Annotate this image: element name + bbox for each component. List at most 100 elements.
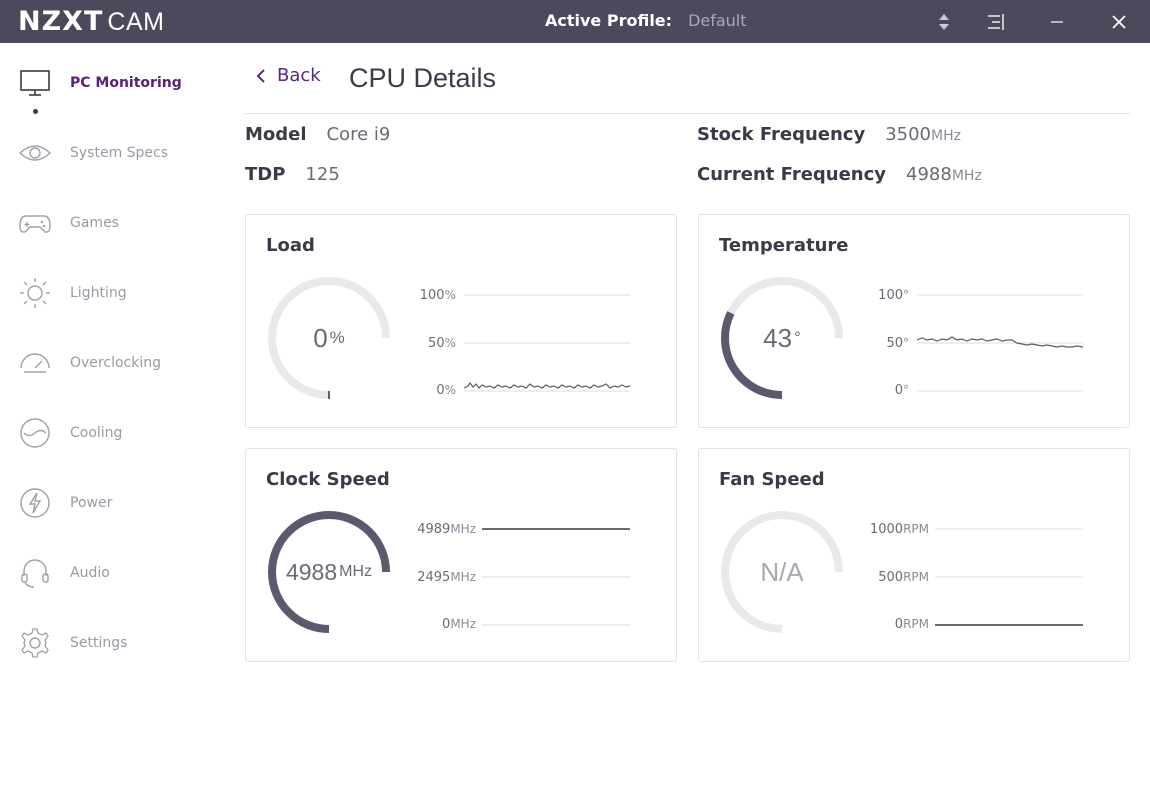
sidebar-item-power[interactable]: Power	[0, 473, 225, 533]
sidebar-item-lighting[interactable]: Lighting	[0, 263, 225, 323]
back-label: Back	[277, 65, 321, 86]
spec-value: 125	[305, 164, 340, 185]
gauge-number: N/A	[760, 556, 804, 587]
gauge-number: 4988	[285, 558, 338, 585]
spec-label: Model	[245, 124, 307, 145]
sidebar-item-games[interactable]: Games	[0, 193, 225, 253]
y-tick-bottom: 0MHz	[442, 617, 476, 632]
clock-speed-gauge	[268, 511, 390, 633]
temperature-gauge	[721, 277, 843, 399]
brand-main: NZXT	[18, 6, 104, 37]
y-tick-bottom: 0%	[436, 383, 456, 398]
gamepad-icon	[19, 215, 51, 233]
card-title: Fan Speed	[719, 469, 825, 490]
spec-model: Model Core i9	[245, 124, 390, 145]
fan-speed-graph	[935, 528, 1083, 626]
sidebar: PC Monitoring System Specs Games Lightin…	[0, 43, 225, 800]
sidebar-item-label: Overclocking	[70, 355, 161, 371]
y-tick-mid: 50°	[886, 336, 909, 351]
fan-speed-card: Fan Speed N/A 1000RPM 500RPM 0RPM	[698, 448, 1130, 662]
sidebar-item-label: Lighting	[70, 285, 127, 301]
temperature-graph	[917, 294, 1083, 392]
y-tick-top: 100%	[419, 288, 456, 303]
menu-icon[interactable]	[981, 8, 1009, 36]
gauge-value: N/A	[717, 507, 847, 637]
profile-value: Default	[688, 11, 747, 30]
speedometer-icon	[20, 353, 50, 373]
lightning-icon	[20, 488, 50, 518]
back-button[interactable]: Back	[255, 65, 321, 86]
gauge-value: 0%	[264, 273, 394, 403]
gauge-value: 4988 MHz	[264, 507, 394, 637]
spec-value: 3500	[885, 124, 932, 145]
spec-stock-frequency: Stock Frequency 3500 MHz	[697, 124, 961, 145]
load-graph	[464, 294, 630, 392]
close-icon[interactable]	[1105, 8, 1133, 36]
headset-icon	[21, 559, 49, 588]
gauge-unit: MHz	[339, 563, 373, 580]
gauge-unit: %	[329, 328, 345, 347]
brand-sub: CAM	[107, 8, 165, 36]
spec-value: 4988	[906, 164, 952, 185]
sidebar-item-label: Settings	[70, 635, 128, 651]
sun-icon	[20, 278, 50, 308]
spec-unit: MHz	[931, 128, 961, 144]
spec-current-frequency: Current Frequency 4988 MHz	[697, 164, 982, 185]
active-indicator	[33, 109, 38, 114]
app-logo: NZXT CAM	[18, 6, 164, 38]
spec-label: TDP	[245, 164, 286, 185]
sidebar-item-settings[interactable]: Settings	[0, 613, 225, 673]
spec-tdp: TDP 125	[245, 164, 340, 185]
eye-icon	[18, 145, 52, 161]
clock-speed-card: Clock Speed 4988 MHz 4989MHz 2495MHz 0MHz	[245, 448, 677, 662]
sidebar-item-label: Audio	[70, 565, 110, 581]
sidebar-item-label: Games	[70, 215, 119, 231]
y-tick-bottom: 0RPM	[894, 617, 929, 632]
gauge-fill	[721, 311, 783, 399]
spec-label: Current Frequency	[697, 164, 887, 185]
card-title: Clock Speed	[266, 469, 390, 490]
y-tick-bottom: 0°	[894, 383, 909, 398]
clock-speed-graph	[482, 528, 630, 626]
gauge-number: 0	[313, 322, 328, 353]
y-tick-top: 4989MHz	[417, 522, 476, 537]
spec-value: Core i9	[326, 124, 391, 145]
sidebar-item-system-specs[interactable]: System Specs	[0, 123, 225, 183]
gauge-unit: °	[794, 328, 801, 347]
sidebar-item-label: System Specs	[70, 145, 169, 161]
temperature-series-line	[917, 336, 1083, 348]
y-tick-mid: 50%	[428, 336, 456, 351]
sidebar-item-cooling[interactable]: Cooling	[0, 403, 225, 463]
page-header: Back CPU Details	[245, 43, 1130, 114]
spec-unit: MHz	[951, 168, 982, 184]
gauge-number: 43	[763, 322, 793, 353]
gauge-value: 43 °	[717, 273, 847, 403]
profile-switch-icon[interactable]	[930, 8, 958, 36]
gauge-track	[268, 277, 390, 399]
y-tick-mid: 500RPM	[878, 570, 929, 585]
gauge-fill	[268, 511, 390, 633]
y-tick-mid: 2495MHz	[417, 570, 476, 585]
monitor-icon	[20, 70, 50, 96]
sidebar-item-label: PC Monitoring	[70, 75, 182, 91]
page-title: CPU Details	[349, 63, 497, 93]
active-profile[interactable]: Active Profile: Default	[545, 11, 747, 30]
profile-label: Active Profile:	[545, 11, 673, 30]
load-card: Load 0% 100% 50% 0%	[245, 214, 677, 428]
temperature-card: Temperature 43 ° 100° 50° 0°	[698, 214, 1130, 428]
load-series-line	[464, 381, 630, 389]
cooling-icon	[20, 418, 50, 448]
sidebar-item-overclocking[interactable]: Overclocking	[0, 333, 225, 393]
chevron-left-icon	[256, 68, 265, 83]
gauge-track	[721, 511, 843, 633]
spec-label: Stock Frequency	[697, 124, 866, 145]
card-title: Temperature	[719, 235, 849, 256]
minimize-icon[interactable]	[1043, 8, 1071, 36]
sidebar-item-label: Cooling	[70, 425, 123, 441]
sidebar-item-pc-monitoring[interactable]: PC Monitoring	[0, 53, 225, 114]
sidebar-item-audio[interactable]: Audio	[0, 543, 225, 603]
fan-speed-gauge	[721, 511, 843, 633]
title-bar: NZXT CAM Active Profile: Default	[0, 0, 1150, 43]
y-tick-top: 1000RPM	[869, 522, 929, 537]
sidebar-item-label: Power	[70, 495, 113, 511]
